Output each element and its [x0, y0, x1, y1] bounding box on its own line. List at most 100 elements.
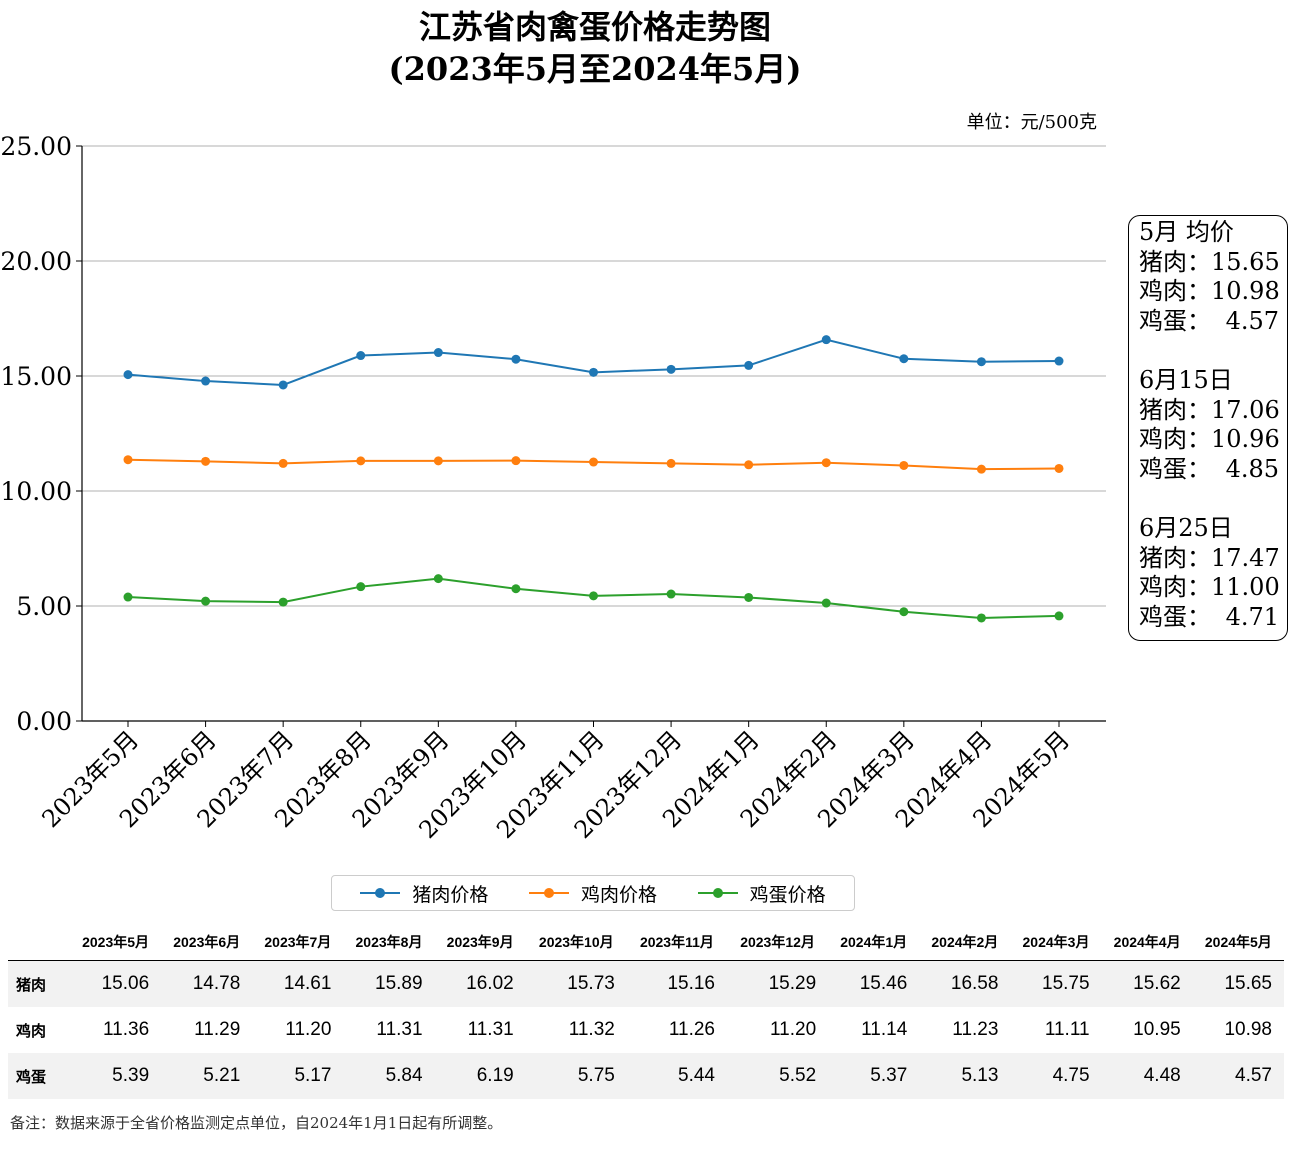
- info-row: 鸡蛋： 4.85: [1139, 455, 1279, 485]
- info-row: 鸡蛋： 4.57: [1139, 307, 1279, 337]
- table-cell: 15.62: [1101, 960, 1193, 1007]
- y-tick-label: 20.00: [0, 247, 72, 276]
- info-label: 猪肉：: [1139, 543, 1211, 572]
- table-cell: 11.36: [103, 1019, 150, 1040]
- data-point: [511, 584, 521, 594]
- data-point: [976, 613, 986, 623]
- info-value: 10.96: [1211, 425, 1280, 453]
- table-cell: 11.26: [668, 1019, 715, 1040]
- table-cell: 5.17: [252, 1053, 344, 1099]
- data-point: [1054, 611, 1064, 621]
- data-point: [201, 376, 211, 386]
- data-point: [433, 574, 443, 584]
- table-cell: 14.61: [252, 960, 344, 1007]
- table-cell: 5.75: [525, 1053, 627, 1099]
- table-row-label: 鸡肉: [16, 1022, 47, 1040]
- table-cell: 11.29: [194, 1019, 241, 1040]
- table-column-header: 2023年11月: [626, 924, 727, 961]
- table-cell: 11.31: [467, 1019, 514, 1040]
- table-column-header: 2023年8月: [343, 924, 435, 961]
- data-point: [201, 596, 211, 606]
- info-label: 鸡蛋：: [1139, 602, 1211, 631]
- info-row: 鸡肉： 10.98: [1139, 277, 1280, 307]
- table-column-header: 2024年4月: [1101, 924, 1193, 961]
- info-value: 17.47: [1211, 543, 1280, 572]
- info-row: 猪肉： 15.65: [1139, 247, 1280, 278]
- info-label: 鸡肉：: [1139, 277, 1211, 305]
- info-row: 猪肉： 17.06: [1139, 396, 1280, 426]
- data-point: [123, 455, 133, 465]
- info-group: 6月15日 猪肉： 17.06 鸡肉： 10.96 鸡蛋： 4.85: [1139, 366, 1280, 485]
- table-cell: 5.21: [161, 1053, 253, 1099]
- info-group-heading: 6月15日: [1139, 366, 1233, 394]
- footnote: 备注：数据来源于全省价格监测定点单位，自2024年1月1日起有所调整。: [10, 1114, 503, 1132]
- data-point: [1054, 463, 1064, 473]
- table-column-header: 2023年9月: [434, 924, 526, 961]
- legend-label: 鸡肉价格: [580, 883, 657, 906]
- table-cell: 4.48: [1101, 1053, 1193, 1099]
- data-point: [666, 364, 676, 374]
- table-column-header: 2024年3月: [1010, 924, 1102, 961]
- table-cell: 15.46: [828, 960, 920, 1007]
- table-cell: 11.23: [952, 1019, 999, 1040]
- table-column-header: 2023年10月: [525, 924, 627, 961]
- info-label: 鸡蛋：: [1139, 306, 1211, 335]
- data-point: [666, 458, 676, 468]
- data-point: [589, 457, 598, 467]
- table-cell: 16.58: [919, 960, 1011, 1007]
- info-value: 4.85: [1225, 454, 1279, 483]
- table-cell: 11.31: [376, 1019, 423, 1040]
- table-cell: 10.98: [1224, 1019, 1272, 1040]
- table-column-header: 2024年1月: [828, 924, 920, 961]
- info-row: 猪肉： 17.47: [1139, 543, 1280, 574]
- info-value: 11.00: [1211, 573, 1280, 601]
- table-cell: 14.78: [161, 960, 253, 1007]
- data-point: [511, 456, 521, 466]
- table-cell: 15.65: [1192, 960, 1284, 1007]
- data-point: [433, 348, 443, 358]
- table-cell: 11.32: [568, 1019, 615, 1040]
- table-cell: 5.52: [727, 1053, 829, 1099]
- table-cell: 5.44: [626, 1053, 727, 1099]
- data-point: [356, 456, 366, 466]
- data-point: [976, 464, 986, 474]
- data-point: [356, 582, 366, 592]
- info-value: 4.57: [1225, 306, 1279, 335]
- data-point: [511, 354, 521, 364]
- y-tick-label: 5.00: [16, 592, 72, 621]
- data-point: [744, 360, 754, 370]
- y-tick-label: 10.00: [0, 477, 72, 506]
- series-line: [127, 338, 1060, 386]
- info-row: 鸡肉： 10.96: [1139, 425, 1280, 455]
- table-cell: 15.06: [70, 960, 162, 1007]
- info-label: 猪肉：: [1139, 247, 1211, 276]
- table-column-header: 2023年5月: [70, 924, 162, 961]
- table-cell: 4.57: [1192, 1053, 1284, 1099]
- legend-label: 猪肉价格: [412, 883, 489, 906]
- legend-item: 鸡肉价格: [528, 880, 657, 907]
- info-value: 4.71: [1225, 602, 1279, 631]
- data-point: [899, 607, 909, 617]
- price-table: 2023年5月 2023年6月 2023年7月 2023年8月 2023年9月 2023年…: [8, 924, 1284, 1099]
- info-row: 鸡肉： 11.00: [1139, 573, 1280, 603]
- table-column-header: 2024年2月: [919, 924, 1011, 961]
- data-point: [899, 354, 909, 364]
- table-cell: 15.75: [1010, 960, 1102, 1007]
- data-point: [278, 380, 288, 390]
- info-group-heading: 5月 均价: [1139, 218, 1234, 246]
- price-info-box: 5月 均价 猪肉： 15.65 鸡肉： 10.98 鸡蛋： 4.57 6月15日 猪肉： 17.0…: [1128, 215, 1288, 641]
- table-row: 鸡肉 11.36 11.29 11.20 11.31 11.31 11.32 11.26 11.…: [8, 1007, 1284, 1053]
- info-group: 6月25日 猪肉： 17.47 鸡肉： 11.00 鸡蛋： 4.71: [1139, 514, 1280, 633]
- info-row: 鸡蛋： 4.71: [1139, 603, 1279, 633]
- chart-legend: 猪肉价格 鸡肉价格 鸡蛋价格: [331, 875, 855, 911]
- table-cell: 15.16: [626, 960, 727, 1007]
- table-row-label: 鸡蛋: [8, 1053, 70, 1099]
- table-row: 鸡蛋 5.39 5.21 5.17 5.84 6.19 5.75 5.44 5.52 5.37 5.…: [8, 1053, 1284, 1099]
- legend-item: 猪肉价格: [360, 880, 488, 907]
- info-label: 鸡蛋：: [1139, 454, 1211, 483]
- table-cell: 4.75: [1010, 1053, 1102, 1099]
- table-corner: [8, 924, 70, 961]
- table-cell: 15.89: [343, 960, 435, 1007]
- data-point: [278, 458, 288, 468]
- info-value: 10.98: [1211, 277, 1280, 305]
